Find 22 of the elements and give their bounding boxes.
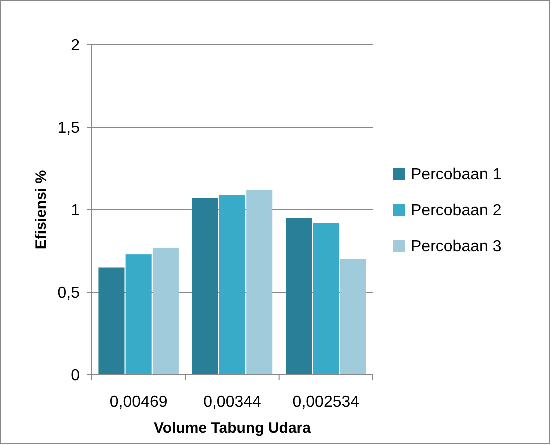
x-axis-title: Volume Tabung Udara [154, 420, 312, 437]
y-tick-label: 0 [71, 368, 80, 385]
y-tick-label: 0,5 [58, 285, 80, 302]
x-tick-label: 0,002534 [292, 394, 360, 411]
bar [286, 218, 312, 375]
bar [246, 190, 273, 375]
bar [192, 198, 218, 375]
y-axis-title: Efisiensi % [33, 170, 50, 250]
bar [313, 223, 340, 375]
y-tick-label: 2 [71, 38, 80, 55]
legend-label: Percobaan 1 [411, 166, 502, 184]
y-tick-label: 1 [71, 202, 80, 220]
bar [152, 248, 179, 375]
bar [219, 195, 246, 375]
legend-label: Percobaan 3 [411, 238, 502, 256]
bar [126, 254, 152, 375]
legend-label: Percobaan 2 [411, 202, 502, 220]
bar [98, 268, 125, 375]
x-tick-label: 0,00469 [110, 394, 168, 411]
x-tick-label: 0,00344 [204, 394, 262, 411]
bar [340, 260, 366, 375]
y-tick-label: 1,5 [58, 120, 80, 138]
